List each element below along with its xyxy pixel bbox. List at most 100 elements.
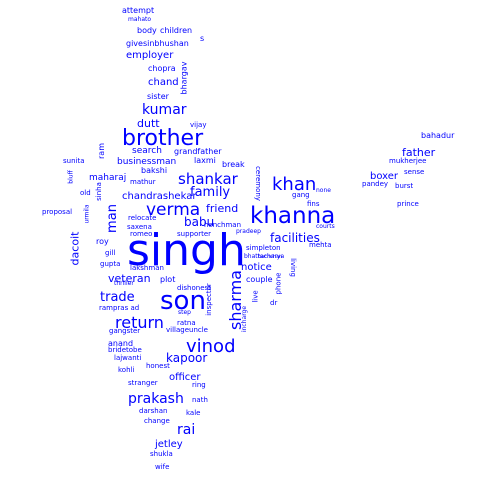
word: facilities [270, 231, 320, 245]
word: gang [292, 191, 310, 199]
word: sense [404, 168, 425, 176]
word: bakshi [141, 166, 168, 175]
word: step [178, 309, 191, 316]
word: veteran [108, 272, 151, 285]
word: grandfather [174, 147, 222, 156]
word: bridetobe [108, 346, 142, 354]
word: attempt [122, 6, 155, 15]
word: trade [100, 290, 135, 305]
word: dr [270, 299, 278, 307]
word: urmila [83, 204, 91, 224]
word: children [160, 26, 193, 35]
word: live [251, 290, 260, 303]
word: shankar [178, 170, 238, 188]
word: proposal [42, 208, 73, 216]
word: chopra [148, 64, 176, 73]
word: rampras ad [99, 304, 140, 312]
word: rai [177, 422, 196, 438]
word: darshan [139, 407, 168, 415]
word: verma [146, 200, 201, 220]
word: family [190, 185, 231, 200]
word: khanna [250, 203, 336, 229]
word: search [132, 146, 162, 156]
word: lakshman [130, 264, 164, 272]
word: man [104, 204, 120, 233]
word: friend [206, 202, 239, 215]
word: none [316, 187, 331, 194]
word: lajwanti [114, 354, 142, 362]
word: dishonest [177, 284, 211, 292]
word: return [115, 313, 164, 332]
word: ram [96, 143, 106, 159]
word: employer [126, 50, 174, 61]
word: notice [241, 262, 272, 273]
word: givesinbhushan [126, 39, 189, 48]
word: bhattacharya [244, 253, 285, 260]
word: sister [147, 92, 169, 101]
word: pradeep [236, 228, 261, 235]
word: incharge [241, 305, 249, 333]
word: mahato [128, 16, 152, 23]
word: break [222, 160, 245, 169]
word: father [402, 146, 436, 159]
word: ratna [177, 319, 196, 327]
word: dacoit [68, 231, 82, 266]
word: saxena [127, 223, 152, 231]
word: change [144, 417, 170, 425]
word: mehta [309, 241, 332, 249]
word: bluff [67, 170, 75, 184]
word: kapoor [166, 351, 208, 365]
word: vinod [186, 336, 236, 357]
word: prakash [128, 391, 184, 407]
word: officer [169, 372, 201, 383]
word: gangster [109, 327, 141, 335]
word: ring [192, 381, 206, 389]
word: boxer [370, 171, 399, 182]
word: sinha [94, 182, 103, 201]
word: body [137, 26, 157, 35]
word: gill [105, 249, 116, 257]
word: kale [186, 409, 201, 417]
word: brother [122, 126, 204, 151]
word: kohli [118, 366, 135, 374]
word: roy [96, 237, 109, 246]
word: stranger [128, 379, 158, 387]
word: khan [272, 174, 317, 195]
word: bahadur [421, 131, 455, 140]
word: supporter [177, 230, 212, 238]
word: phone [274, 272, 283, 295]
word: honest [146, 362, 170, 370]
word: mukherjee [389, 157, 427, 165]
word: henchman [204, 221, 242, 229]
word: chand [148, 77, 179, 88]
word: courts [316, 223, 335, 230]
word: nath [192, 396, 208, 404]
word: son [160, 286, 206, 316]
word: babu [184, 215, 215, 229]
word: bhargav [179, 61, 189, 95]
word: fins [307, 200, 320, 208]
word: s [200, 34, 205, 43]
word: plot [160, 275, 176, 284]
word: wife [155, 463, 170, 471]
word: laxmi [194, 156, 216, 165]
word: gupta [100, 260, 121, 268]
word: chandrashekar [122, 191, 197, 202]
word: businessman [117, 157, 177, 167]
word: sunita [63, 157, 85, 165]
word: kumar [142, 102, 187, 118]
word: jetley [155, 439, 183, 450]
word: pandey [362, 180, 389, 188]
word: bachchan [258, 254, 283, 260]
word: ceremony [253, 166, 262, 201]
word: burst [395, 182, 414, 190]
word: living [288, 258, 297, 277]
word: simpleton [246, 244, 281, 252]
word: mathur [130, 178, 156, 186]
word: villageuncle [166, 326, 208, 334]
word: anand [108, 339, 134, 348]
word: dutt [137, 117, 160, 130]
word: romeo [130, 230, 153, 238]
word: maharaj [89, 173, 127, 183]
